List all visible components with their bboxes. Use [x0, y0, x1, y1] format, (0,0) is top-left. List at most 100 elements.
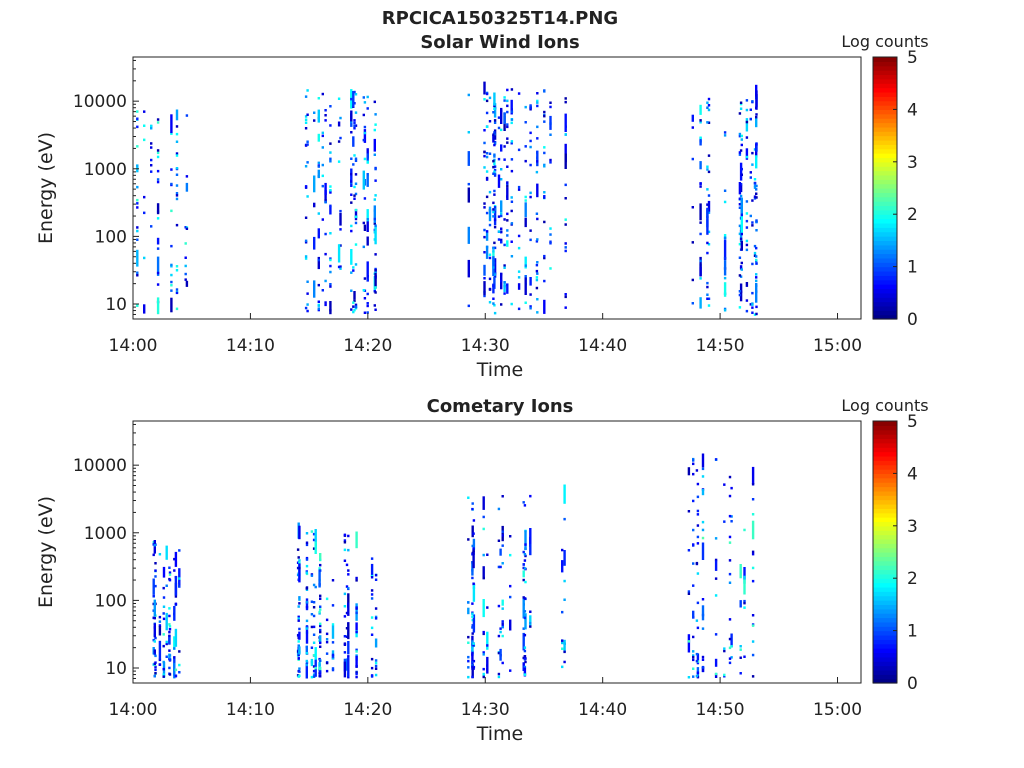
heatmap-cell	[492, 250, 495, 253]
heatmap-cell	[472, 584, 476, 602]
heatmap-cell	[162, 586, 165, 590]
heatmap-cell	[510, 110, 514, 113]
colorbar-tick-label: 5	[907, 412, 918, 432]
heatmap-cell	[310, 600, 314, 603]
heatmap-cell	[564, 246, 567, 249]
heatmap-cell	[313, 111, 316, 114]
heatmap-cell	[168, 637, 171, 645]
heatmap-cell	[154, 569, 157, 572]
heatmap-cell	[136, 202, 139, 205]
colorbar-segment	[873, 214, 897, 220]
heatmap-cell	[714, 675, 718, 678]
heatmap-cell	[536, 125, 539, 129]
heatmap-cell	[363, 129, 367, 143]
heatmap-cell	[170, 289, 173, 292]
heatmap-cell	[343, 605, 347, 608]
heatmap-cell	[136, 304, 139, 307]
heatmap-cell	[467, 601, 470, 604]
heatmap-cell	[739, 672, 742, 675]
heatmap-cell	[347, 534, 350, 538]
heatmap-cell	[524, 145, 527, 148]
heatmap-cell	[699, 182, 702, 185]
colorbar-segment	[873, 113, 897, 119]
heatmap-cell	[310, 530, 314, 533]
heatmap-cell	[168, 658, 172, 661]
heatmap-cell	[321, 92, 324, 96]
heatmap-cell	[325, 632, 329, 636]
heatmap-cell	[524, 530, 527, 551]
heatmap-cell	[175, 184, 179, 187]
heatmap-cell	[730, 515, 733, 518]
colorbar-tick-label: 3	[907, 153, 918, 173]
heatmap-cell	[174, 674, 178, 678]
colorbar-segment	[873, 499, 897, 505]
heatmap-cell	[321, 218, 324, 221]
heatmap-cell	[699, 266, 702, 277]
heatmap-cell	[152, 578, 155, 595]
colorbar-segment	[873, 266, 897, 272]
colorbar-segment	[873, 292, 897, 298]
heatmap-cell	[692, 675, 695, 678]
heatmap-cell	[337, 140, 341, 143]
heatmap-cell	[753, 182, 757, 185]
heatmap-cell	[354, 215, 358, 219]
heatmap-cell	[755, 113, 758, 116]
heatmap-cell	[510, 169, 514, 173]
heatmap-cell	[692, 544, 695, 547]
heatmap-cell	[497, 507, 501, 511]
heatmap-cell	[492, 297, 495, 300]
heatmap-cell	[152, 553, 155, 557]
heatmap-cell	[173, 557, 176, 561]
heatmap-cell	[317, 300, 320, 303]
colorbar-tick-label: 0	[907, 310, 918, 330]
heatmap-cell	[687, 592, 691, 595]
heatmap-cell	[543, 279, 546, 283]
heatmap-cell	[751, 513, 755, 516]
colorbar-segment	[873, 455, 897, 461]
heatmap-cell	[493, 241, 496, 245]
heatmap-cell	[701, 475, 705, 478]
heatmap-cell	[305, 619, 309, 623]
heatmap-cell	[485, 211, 489, 215]
heatmap-cell	[370, 576, 374, 579]
colorbar-frame	[872, 420, 898, 684]
heatmap-cell	[529, 305, 532, 308]
heatmap-cell	[150, 124, 153, 128]
heatmap-cell	[696, 626, 700, 630]
heatmap-cell	[471, 675, 474, 679]
heatmap-cell	[561, 560, 564, 573]
heatmap-cell	[347, 641, 350, 655]
heatmap-cell	[343, 615, 347, 618]
colorbar-segment	[873, 530, 897, 536]
heatmap-cell	[362, 113, 365, 117]
heatmap-cell	[488, 206, 492, 222]
figure-title: RPCICA150325T14.PNG	[382, 8, 618, 29]
heatmap-cell	[483, 154, 486, 158]
heatmap-cell	[751, 199, 754, 202]
heatmap-cell	[168, 607, 171, 610]
heatmap-cell	[471, 502, 474, 505]
heatmap-cell	[310, 574, 314, 577]
heatmap-cell	[370, 597, 374, 600]
heatmap-cell	[305, 571, 308, 574]
heatmap-cell	[317, 165, 320, 168]
colorbar-segment	[873, 538, 897, 544]
heatmap-cell	[472, 659, 476, 663]
heatmap-cell	[321, 174, 324, 178]
heatmap-cell	[471, 507, 474, 511]
heatmap-cell	[472, 614, 476, 633]
heatmap-cell	[751, 498, 755, 501]
heatmap-cell	[325, 638, 329, 641]
heatmap-cell	[317, 258, 320, 262]
heatmap-cell	[501, 607, 504, 610]
heatmap-cell	[486, 631, 489, 650]
heatmap-cell	[324, 119, 327, 122]
heatmap-cell	[296, 566, 300, 570]
heatmap-cell	[503, 158, 506, 161]
heatmap-cell	[740, 197, 743, 214]
heatmap-cell	[753, 186, 757, 189]
heatmap-cell	[536, 298, 539, 301]
heatmap-cell	[370, 557, 374, 560]
colorbar-segment	[873, 521, 897, 527]
